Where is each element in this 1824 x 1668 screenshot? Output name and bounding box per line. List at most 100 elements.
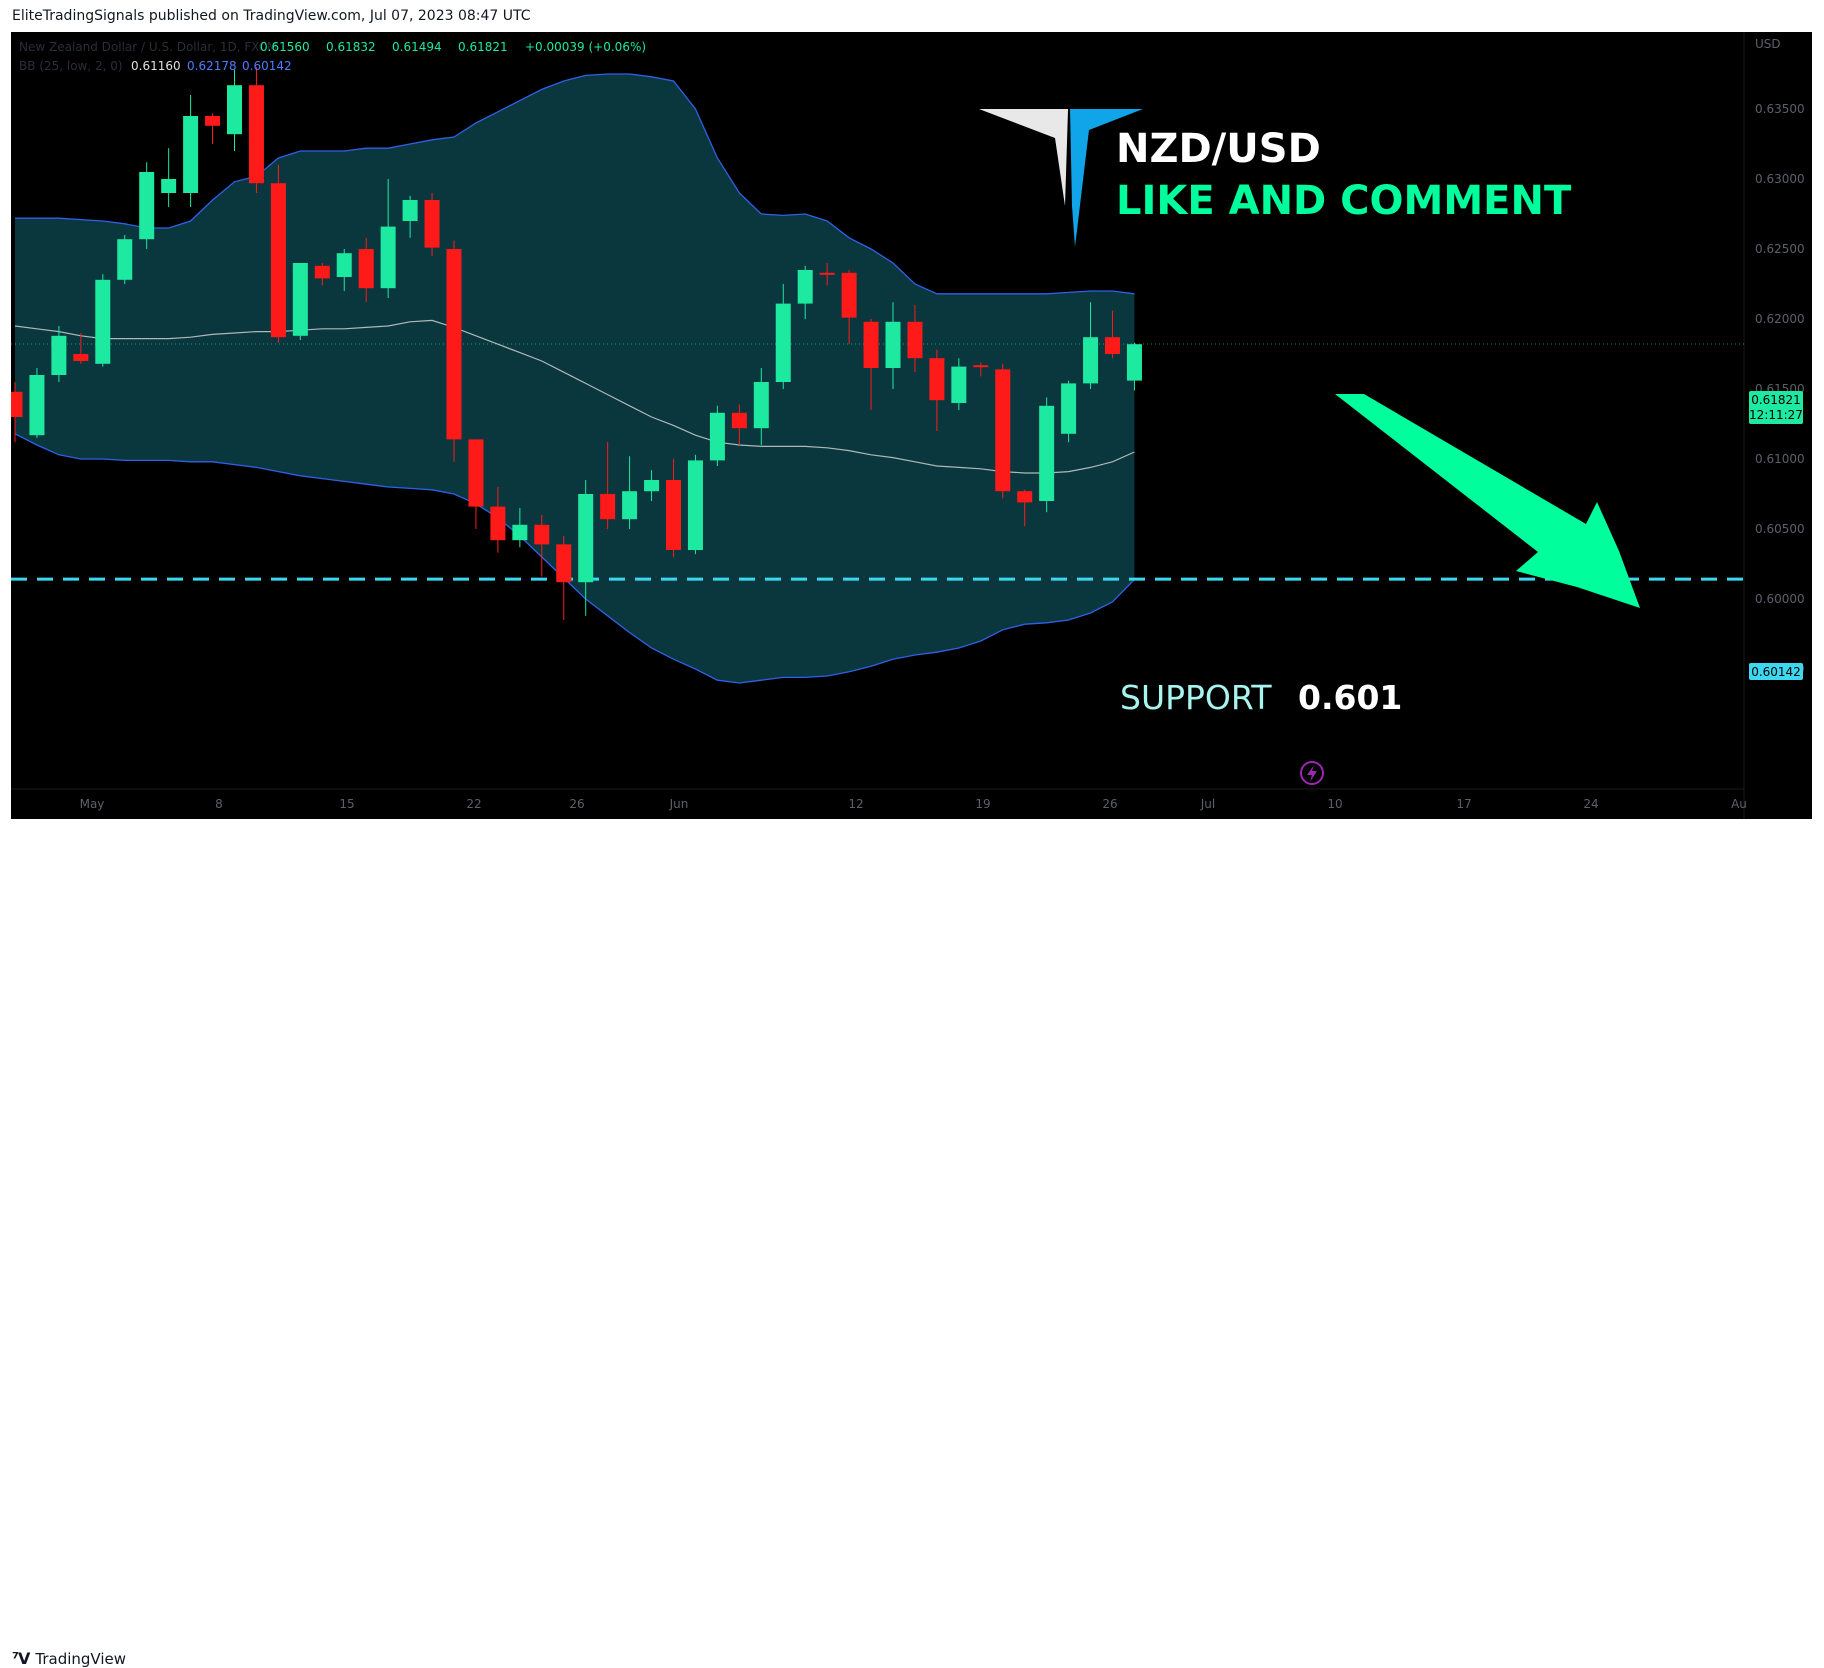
legend-open: 0.61560 xyxy=(260,40,310,54)
candle-body xyxy=(885,321,901,368)
candle-body xyxy=(95,279,111,364)
time-axis[interactable]: May 8 15 22 26 Jun 12 19 26 Jul 10 17 24 Au xyxy=(80,797,1747,811)
candle-body xyxy=(29,375,45,436)
y-axis-unit: USD xyxy=(1755,37,1781,51)
candle-body xyxy=(117,239,133,280)
candle xyxy=(731,404,747,445)
candlestick-chart[interactable]: USD0.635000.630000.625000.620000.615000.… xyxy=(11,32,1812,819)
candle xyxy=(644,470,660,501)
chart-legend: New Zealand Dollar / U.S. Dollar, 1D, FX… xyxy=(19,40,646,73)
candle xyxy=(139,162,155,249)
candle xyxy=(29,368,45,438)
candle-body xyxy=(270,183,286,338)
candle xyxy=(797,265,813,319)
candle xyxy=(358,237,374,303)
candle xyxy=(1126,342,1142,391)
candle-body xyxy=(644,480,660,492)
candle-body xyxy=(139,172,155,240)
x-axis-tick: 17 xyxy=(1456,797,1471,811)
candle-body xyxy=(227,85,242,135)
candle xyxy=(775,284,791,389)
candle xyxy=(863,319,879,410)
candle-body xyxy=(468,439,484,507)
candle-body xyxy=(907,321,923,359)
candles xyxy=(11,67,1142,620)
candle xyxy=(951,358,967,410)
candle xyxy=(1017,489,1033,527)
candle-body xyxy=(753,382,769,429)
candle-body xyxy=(292,263,308,336)
support-price-tag-bg xyxy=(1749,663,1803,680)
candle-body xyxy=(446,249,462,440)
candle xyxy=(11,382,23,443)
x-axis-tick: 19 xyxy=(975,797,990,811)
candle xyxy=(205,113,221,144)
candle xyxy=(51,326,67,382)
candle xyxy=(1061,380,1077,443)
candle xyxy=(402,195,418,238)
candle-body xyxy=(424,200,440,248)
tradingview-logo[interactable]: ⁷𝗩 TradingView xyxy=(12,1649,126,1668)
candle-body xyxy=(951,366,967,403)
publish-info: EliteTradingSignals published on Trading… xyxy=(12,8,531,24)
lightning-icon[interactable] xyxy=(1300,761,1324,785)
candle-body xyxy=(183,116,199,193)
bearish-arrow xyxy=(1335,394,1640,608)
publish-header: EliteTradingSignals published on Trading… xyxy=(0,0,1824,32)
x-axis-tick: 15 xyxy=(339,797,354,811)
candle-body xyxy=(1083,337,1099,384)
candle-body xyxy=(205,116,221,126)
chart-frame[interactable]: USD 0.63500 0.63000 0.62500 0.62000 0.61500 0.… xyxy=(11,32,1812,819)
candle-body xyxy=(995,369,1011,492)
candle xyxy=(117,235,133,284)
candle-body xyxy=(490,506,506,541)
y-axis-tick: 0.60000 xyxy=(1755,592,1805,606)
candle-body xyxy=(687,460,703,550)
candle xyxy=(292,263,308,340)
footer-bar: ⁷𝗩 TradingView xyxy=(0,819,1824,1668)
support-price-value: 0.60142 xyxy=(1751,665,1801,679)
bb-upper-line xyxy=(15,73,1135,295)
lightning-icon-ring xyxy=(1300,761,1324,785)
price-axis[interactable]: USD0.635000.630000.625000.620000.615000.… xyxy=(1755,37,1805,676)
candle-body xyxy=(622,491,638,520)
legend-change: +0.00039 (+0.06%) xyxy=(525,40,646,54)
lightning-bolt xyxy=(1307,765,1317,782)
candle-body xyxy=(556,544,572,583)
candle xyxy=(424,193,440,256)
logo-white-wing xyxy=(979,109,1068,206)
candle xyxy=(929,349,945,431)
candle xyxy=(622,456,638,529)
candle-body xyxy=(1061,383,1077,434)
support-label: SUPPORT xyxy=(1120,678,1272,717)
down-arrow-shape xyxy=(1335,394,1640,608)
candle xyxy=(95,274,111,367)
candle xyxy=(468,439,484,529)
x-axis-tick: 8 xyxy=(215,797,223,811)
candle-body xyxy=(929,358,945,401)
tradingview-brand: TradingView xyxy=(35,1649,127,1668)
bb-basis-line xyxy=(14,319,1135,474)
candle-body xyxy=(666,480,681,550)
candle xyxy=(666,459,681,557)
candle xyxy=(336,249,352,291)
legend-low: 0.61494 xyxy=(392,40,442,54)
legend-bb-label: BB (25, low, 2, 0) xyxy=(19,59,123,73)
candle xyxy=(995,363,1011,499)
support-price-tag: 0.60142 xyxy=(1749,663,1803,680)
candle-body xyxy=(819,272,835,275)
candle-body xyxy=(1039,405,1055,501)
candle xyxy=(1039,397,1055,513)
candle-body xyxy=(731,412,747,429)
candle xyxy=(380,179,396,298)
x-axis-tick: 12 xyxy=(848,797,863,811)
x-axis-tick: 22 xyxy=(466,797,481,811)
bb-lower-line xyxy=(14,433,1135,684)
candle-body xyxy=(73,354,89,361)
x-axis-tick: 24 xyxy=(1583,797,1598,811)
candle-body xyxy=(380,226,396,289)
candle-body xyxy=(1126,344,1142,381)
candle-body xyxy=(512,524,528,541)
x-axis-tick: Jun xyxy=(669,797,689,811)
candle xyxy=(183,95,199,207)
